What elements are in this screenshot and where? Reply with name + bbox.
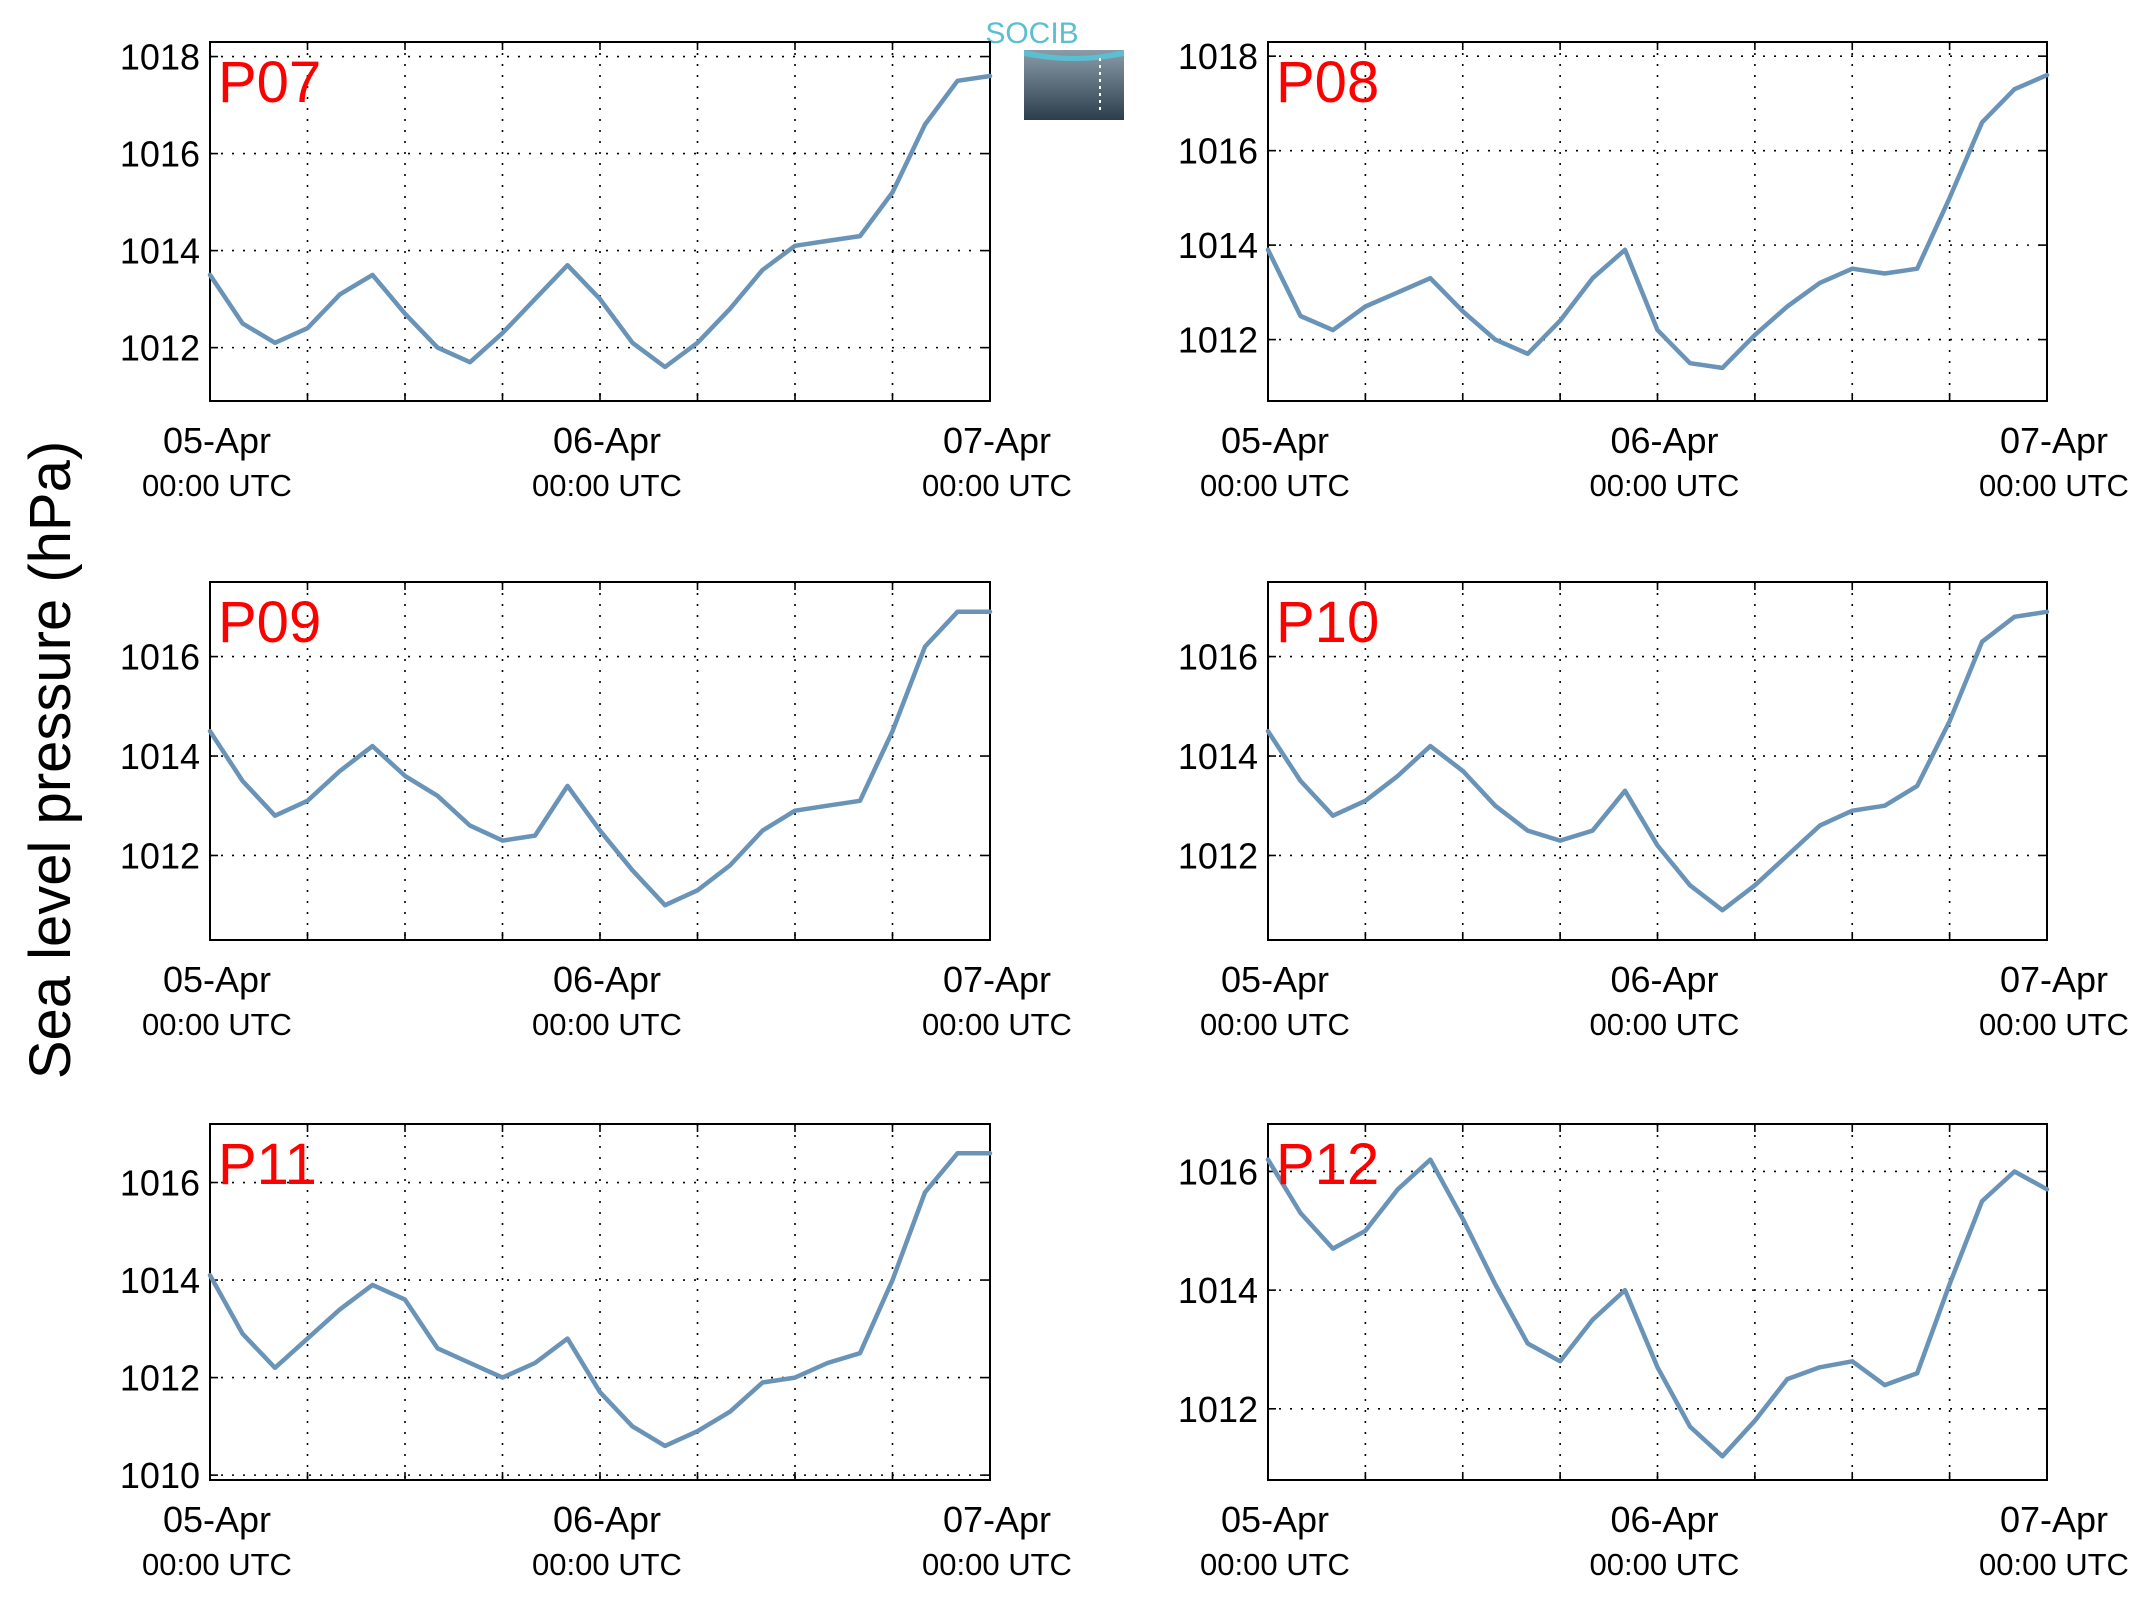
x-tick-label: 06-Apr bbox=[553, 1499, 661, 1540]
panel-p08: 1012 1014 1016 1018 05-Apr 00:00 UTC 06-Apr 00:… bbox=[1178, 36, 2129, 503]
pressure-series-line bbox=[207, 1151, 993, 1449]
panel-p12: 1012 1014 1016 05-Apr 00:00 UTC 06-Apr 00:00 U… bbox=[1178, 1123, 2129, 1582]
x-tick-sublabel: 00:00 UTC bbox=[142, 1547, 292, 1582]
y-tick-label: 1014 bbox=[1178, 1270, 1258, 1311]
x-tick-label: 07-Apr bbox=[943, 959, 1051, 1000]
x-tick-sublabel: 00:00 UTC bbox=[142, 1007, 292, 1042]
axes-frame bbox=[1267, 41, 2048, 402]
panel-p07: 1012 1014 1016 1018 05-Apr 00:00 UTC 06-Apr 00:… bbox=[120, 37, 1072, 503]
x-tick-sublabel: 00:00 UTC bbox=[532, 1547, 682, 1582]
y-tick-label: 1016 bbox=[1178, 637, 1258, 678]
x-tick-label: 05-Apr bbox=[1221, 1499, 1329, 1540]
y-tick-label: 1014 bbox=[120, 1260, 200, 1301]
x-tick-sublabel: 00:00 UTC bbox=[1979, 468, 2129, 503]
socib-logo-text: SOCIB bbox=[985, 17, 1078, 50]
y-tick-label: 1010 bbox=[120, 1455, 200, 1496]
y-tick-label: 1012 bbox=[120, 835, 200, 876]
y-axis-label: Sea level pressure (hPa) bbox=[18, 441, 83, 1079]
pressure-series-line bbox=[207, 609, 993, 908]
y-tick-label: 1018 bbox=[120, 37, 200, 78]
x-tick-label: 07-Apr bbox=[943, 1499, 1051, 1540]
y-tick-label: 1018 bbox=[1178, 36, 1258, 77]
x-tick-label: 06-Apr bbox=[1610, 959, 1718, 1000]
x-tick-sublabel: 00:00 UTC bbox=[922, 1547, 1072, 1582]
y-tick-label: 1012 bbox=[1178, 1389, 1258, 1430]
x-tick-sublabel: 00:00 UTC bbox=[1200, 1547, 1350, 1582]
axes-frame bbox=[209, 41, 991, 402]
x-tick-sublabel: 00:00 UTC bbox=[142, 468, 292, 503]
y-tick-label: 1014 bbox=[1178, 736, 1258, 777]
x-tick-label: 06-Apr bbox=[1610, 1499, 1718, 1540]
pressure-series-line bbox=[207, 73, 993, 370]
x-tick-sublabel: 00:00 UTC bbox=[1979, 1007, 2129, 1042]
x-tick-sublabel: 00:00 UTC bbox=[922, 1007, 1072, 1042]
x-tick-label: 05-Apr bbox=[163, 959, 271, 1000]
y-tick-label: 1016 bbox=[120, 637, 200, 678]
panel-label: P12 bbox=[1276, 1132, 1379, 1197]
panel-label: P11 bbox=[218, 1132, 317, 1197]
x-tick-sublabel: 00:00 UTC bbox=[532, 468, 682, 503]
x-tick-sublabel: 00:00 UTC bbox=[1590, 1547, 1740, 1582]
axes-frame bbox=[1267, 1123, 2048, 1481]
x-tick-label: 06-Apr bbox=[553, 420, 661, 461]
axes-frame bbox=[209, 1123, 991, 1481]
y-tick-label: 1014 bbox=[120, 231, 200, 272]
x-tick-label: 06-Apr bbox=[553, 959, 661, 1000]
x-tick-label: 06-Apr bbox=[1610, 420, 1718, 461]
panel-label: P09 bbox=[218, 590, 321, 655]
panel-p10: 1012 1014 1016 05-Apr 00:00 UTC 06-Apr 00:00 U… bbox=[1178, 581, 2129, 1042]
x-tick-label: 05-Apr bbox=[1221, 959, 1329, 1000]
panel-label: P10 bbox=[1276, 590, 1379, 655]
x-tick-label: 07-Apr bbox=[2000, 1499, 2108, 1540]
x-tick-label: 05-Apr bbox=[163, 420, 271, 461]
y-tick-label: 1016 bbox=[1178, 131, 1258, 172]
x-tick-label: 07-Apr bbox=[2000, 959, 2108, 1000]
x-tick-sublabel: 00:00 UTC bbox=[922, 468, 1072, 503]
axes-frame bbox=[209, 581, 991, 941]
y-tick-label: 1016 bbox=[1178, 1151, 1258, 1192]
panel-label: P08 bbox=[1276, 50, 1379, 115]
panel-label: P07 bbox=[218, 50, 321, 115]
x-tick-label: 07-Apr bbox=[2000, 420, 2108, 461]
y-tick-label: 1012 bbox=[120, 1358, 200, 1399]
x-tick-sublabel: 00:00 UTC bbox=[1590, 468, 1740, 503]
y-tick-label: 1016 bbox=[120, 1163, 200, 1204]
y-tick-label: 1012 bbox=[1178, 320, 1258, 361]
x-tick-sublabel: 00:00 UTC bbox=[532, 1007, 682, 1042]
x-tick-label: 05-Apr bbox=[1221, 420, 1329, 461]
y-tick-label: 1012 bbox=[1178, 835, 1258, 876]
y-tick-label: 1014 bbox=[120, 736, 200, 777]
x-tick-label: 07-Apr bbox=[943, 420, 1051, 461]
x-tick-sublabel: 00:00 UTC bbox=[1590, 1007, 1740, 1042]
pressure-series-line bbox=[1265, 609, 2050, 913]
panel-p09: 1012 1014 1016 05-Apr 00:00 UTC 06-Apr 00:00 U… bbox=[120, 581, 1072, 1042]
socib-logo: SOCIB bbox=[985, 17, 1124, 120]
x-tick-label: 05-Apr bbox=[163, 1499, 271, 1540]
x-tick-sublabel: 00:00 UTC bbox=[1200, 468, 1350, 503]
x-tick-sublabel: 00:00 UTC bbox=[1979, 1547, 2129, 1582]
y-tick-label: 1012 bbox=[120, 328, 200, 369]
panel-p11: 1010 1012 1014 1016 05-Apr 00:00 UTC 06-Apr 00:… bbox=[120, 1123, 1072, 1582]
axes-frame bbox=[1267, 581, 2048, 941]
y-tick-label: 1014 bbox=[1178, 225, 1258, 266]
y-tick-label: 1016 bbox=[120, 134, 200, 175]
x-tick-sublabel: 00:00 UTC bbox=[1200, 1007, 1350, 1042]
pressure-series-line bbox=[1265, 72, 2050, 371]
pressure-series-line bbox=[1265, 1157, 2050, 1459]
